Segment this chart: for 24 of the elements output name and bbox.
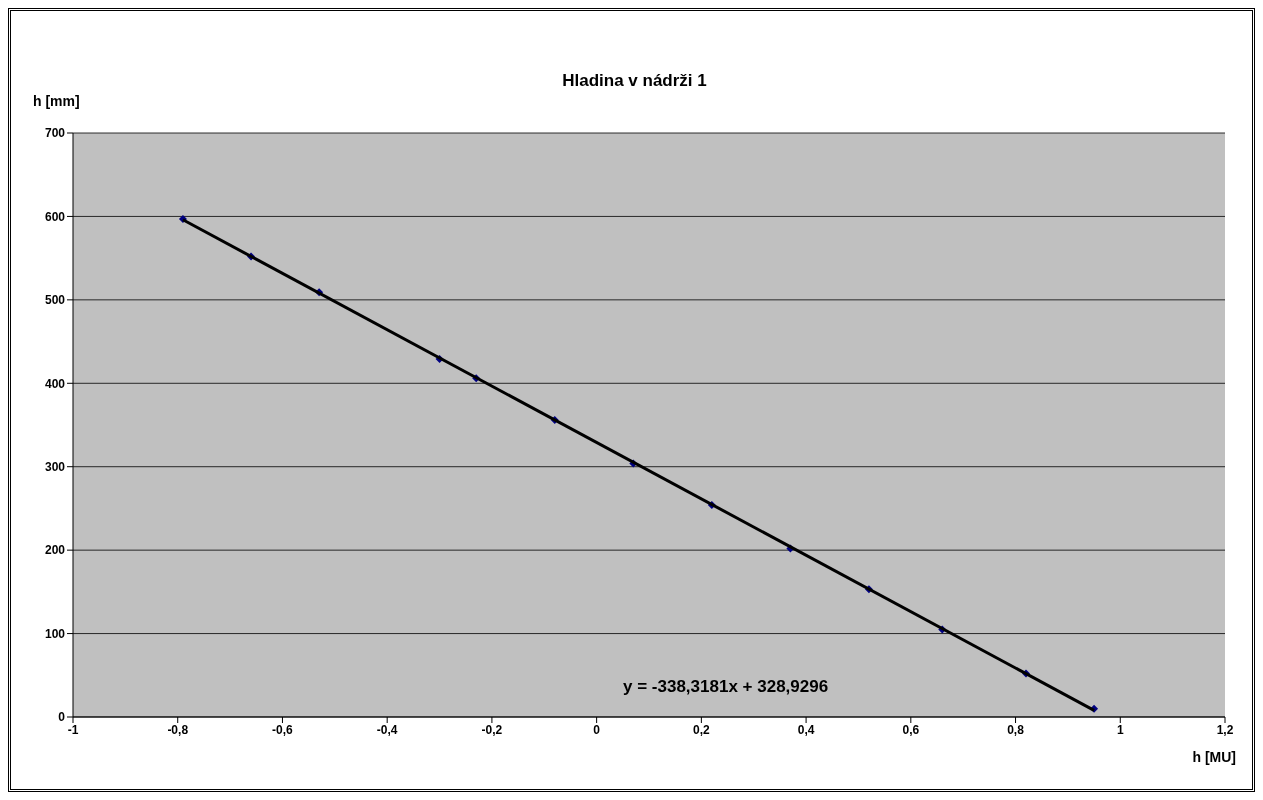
y-tick-label: 100 <box>44 626 66 641</box>
y-tick-label: 300 <box>44 459 66 474</box>
y-tick-label: 0 <box>58 710 66 725</box>
x-tick-label: 0,4 <box>797 722 815 737</box>
y-tick-label: 700 <box>44 126 66 141</box>
annotation: y = -338,3181x + 328,9296 <box>623 677 829 697</box>
x-tick-label: -0,2 <box>481 722 503 737</box>
y-tick-label: 600 <box>44 209 66 224</box>
x-tick-label: -0,4 <box>376 722 398 737</box>
y-tick-label: 500 <box>44 293 66 308</box>
y-tick-label: 200 <box>44 543 66 558</box>
x-tick-label: 1,2 <box>1216 722 1234 737</box>
x-axis-title: h [MU] <box>1192 749 1236 765</box>
x-tick-label: 0,8 <box>1007 722 1025 737</box>
y-tick-label: 400 <box>44 376 66 391</box>
x-tick-label: 0,6 <box>902 722 920 737</box>
y-axis-title: h [mm] <box>33 93 80 109</box>
x-tick-label: 1 <box>1116 722 1124 737</box>
x-tick-label: 0 <box>593 722 601 737</box>
x-tick-label: 0,2 <box>693 722 711 737</box>
x-tick-label: -0,6 <box>272 722 294 737</box>
x-tick-label: -1 <box>67 722 79 737</box>
x-tick-label: -0,8 <box>167 722 189 737</box>
chart-title: Hladina v nádrži 1 <box>561 71 708 91</box>
